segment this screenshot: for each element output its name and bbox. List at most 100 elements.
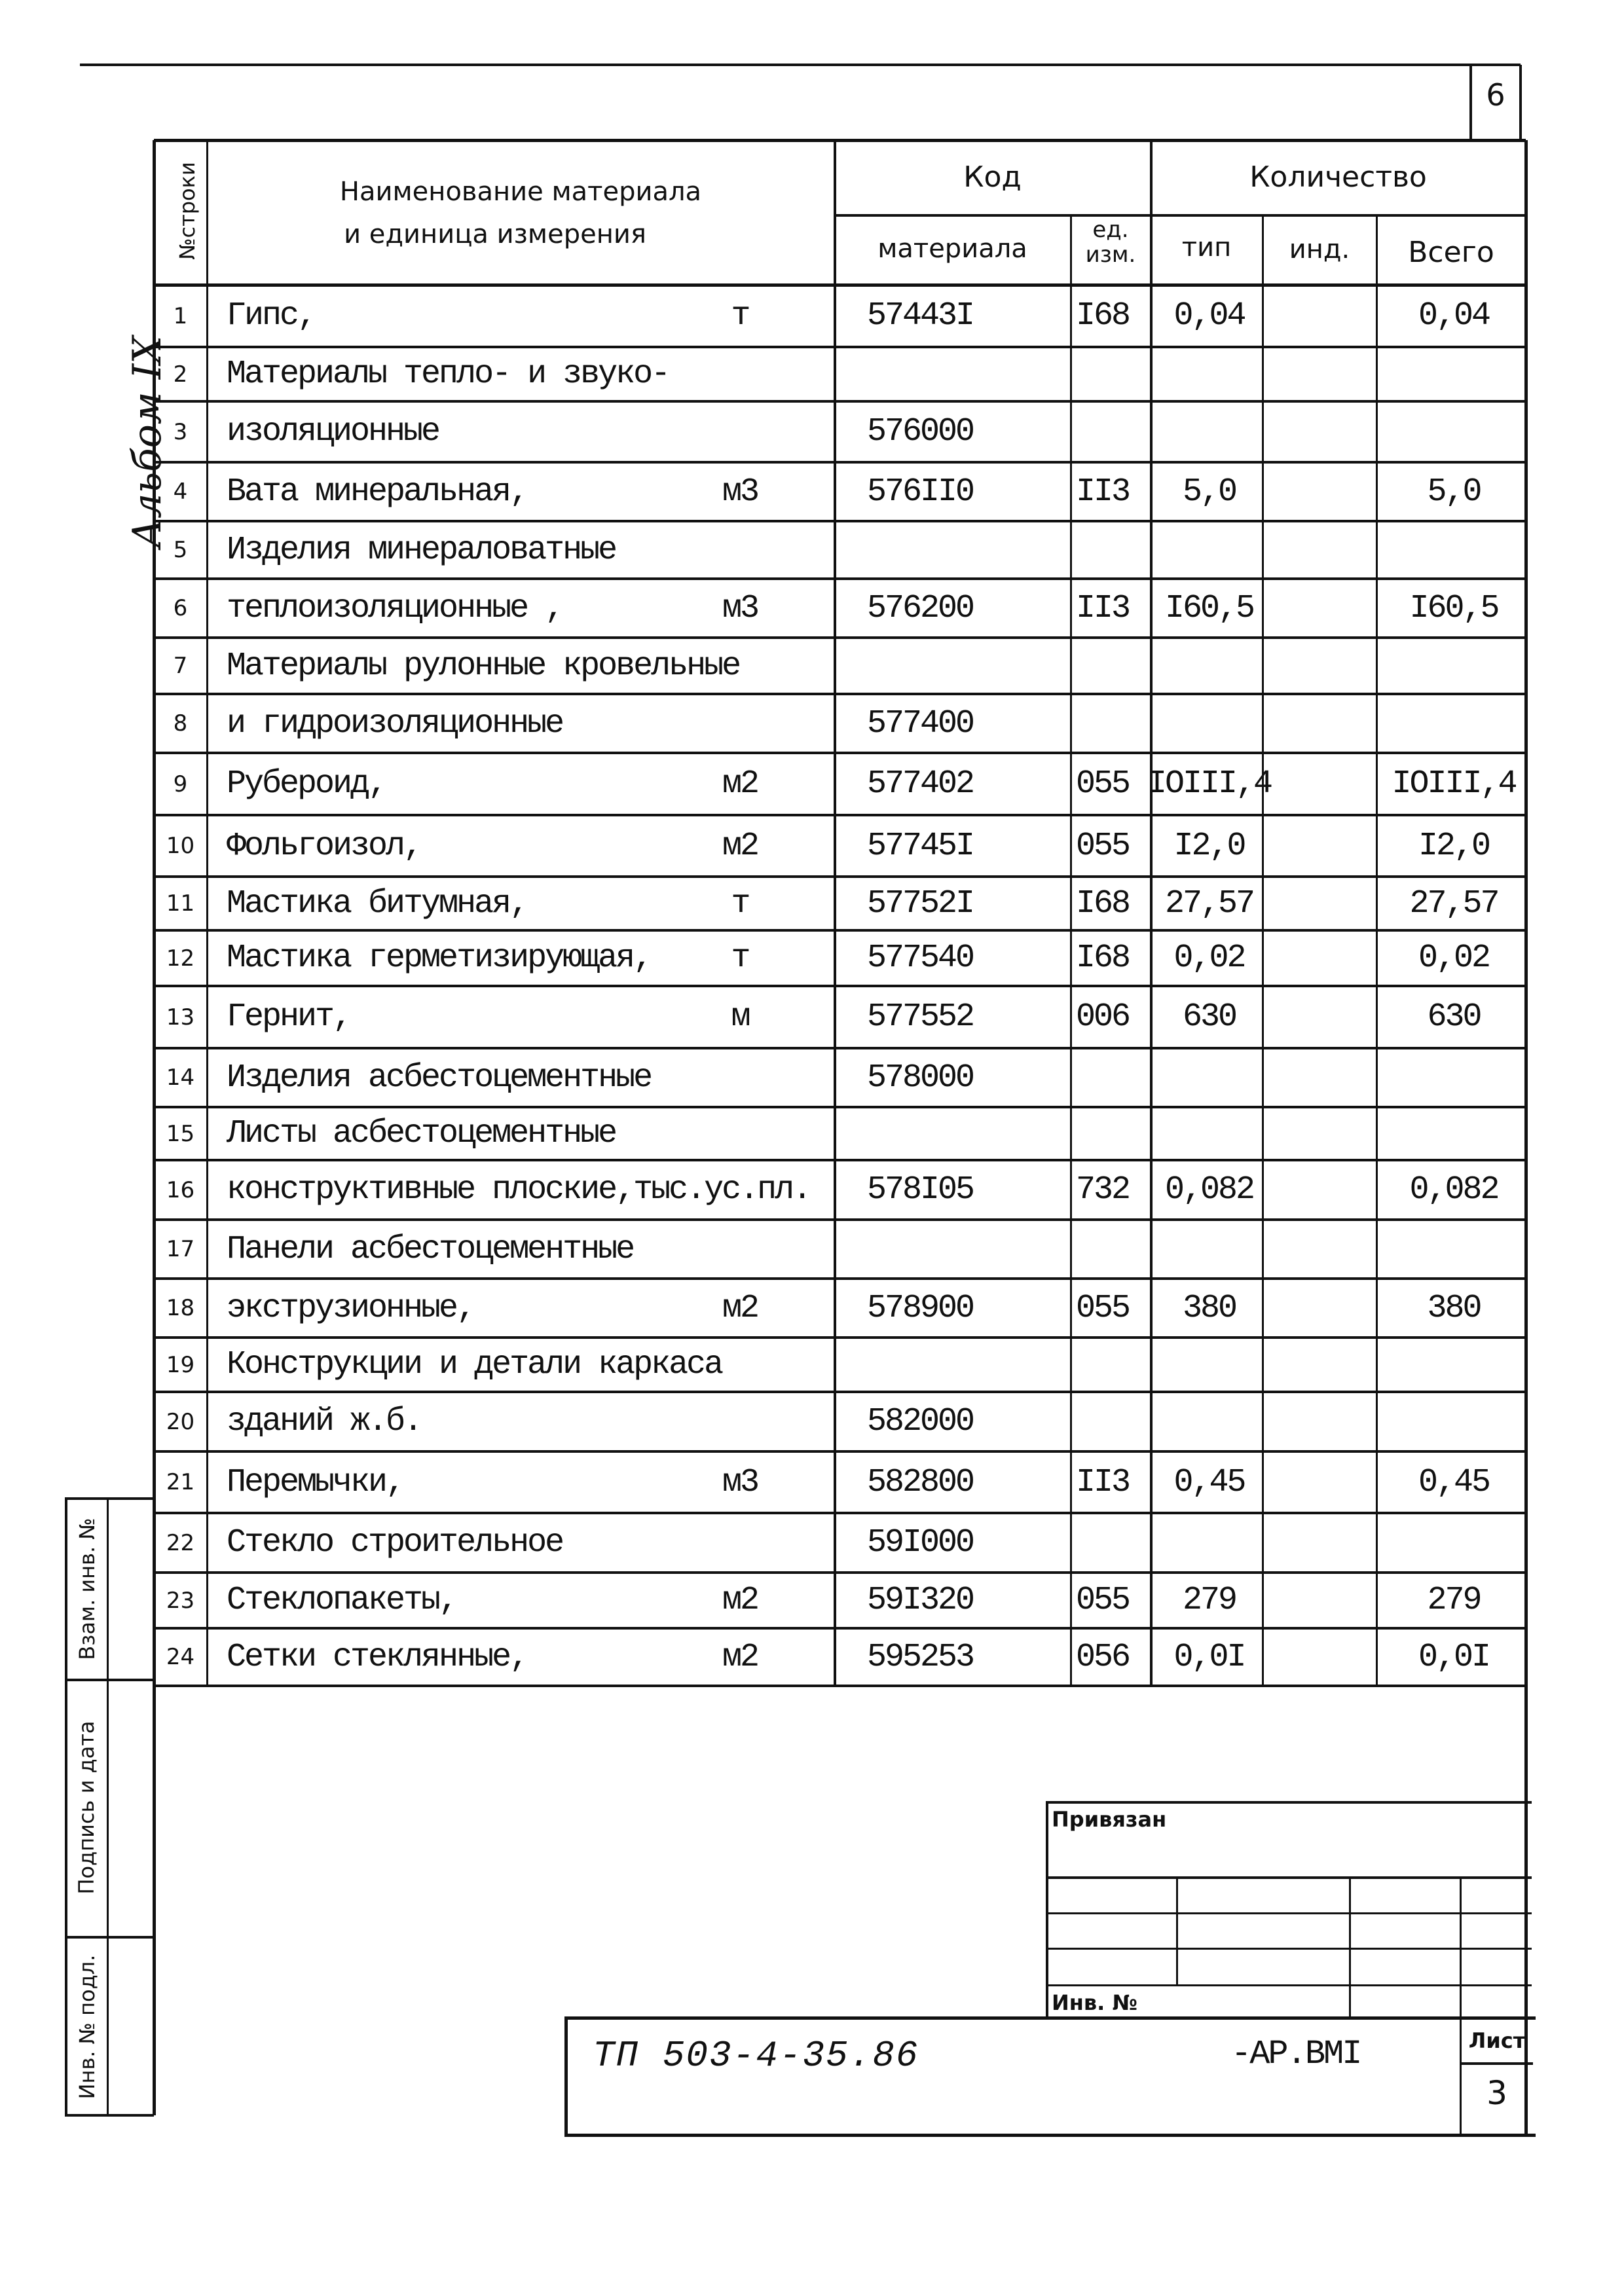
material-code-cell: 582800 — [867, 1463, 975, 1501]
unit-code-cell — [1071, 1048, 1151, 1107]
qty-type-cell: 27,57 — [1164, 884, 1255, 922]
material-name-cell: изоляционные — [227, 413, 441, 450]
material-code-cell: 576000 — [867, 413, 975, 450]
row-number-cell: 11 — [166, 890, 195, 917]
material-code-cell: 576II0 — [867, 473, 975, 511]
row-number-cell: 19 — [166, 1351, 195, 1378]
qty-type-cell: I2,0 — [1173, 827, 1246, 865]
header-qty-ind: инд. — [1289, 234, 1350, 264]
qty-type-cell — [1151, 638, 1263, 694]
qty-ind-cell — [1263, 694, 1376, 753]
qty-type-cell — [1151, 694, 1263, 753]
qty-ind-cell — [1263, 1573, 1376, 1628]
qty-total-cell — [1376, 347, 1526, 401]
material-name-cell: Перемычки, — [227, 1463, 405, 1501]
unit-of-measure: м3 — [722, 589, 760, 627]
row-line — [154, 400, 1526, 403]
row-line — [154, 1106, 1526, 1108]
unit-code-cell — [1071, 521, 1151, 579]
attached-col-line — [1349, 1878, 1351, 2018]
material-name-cell: Стеклопакеты, — [227, 1582, 458, 1619]
qty-ind-cell — [1263, 462, 1376, 521]
unit-code-cell: 056 — [1076, 1638, 1131, 1676]
row-line — [154, 1277, 1526, 1280]
qty-type-cell: 0,02 — [1173, 939, 1246, 977]
row-number-cell: 7 — [173, 653, 188, 679]
unit-code-cell — [1071, 694, 1151, 753]
row-line — [154, 1571, 1526, 1574]
qty-total-cell — [1376, 521, 1526, 579]
material-name-cell: Вата минеральная, — [227, 473, 529, 511]
qty-type-cell: 630 — [1182, 998, 1238, 1036]
row-line — [154, 985, 1526, 987]
qty-type-cell: 380 — [1182, 1289, 1238, 1327]
unit-code-cell — [1071, 347, 1151, 401]
qty-total-cell: 5,0 — [1427, 473, 1482, 511]
inv-original-label: Инв. № подл. — [75, 1954, 100, 2100]
row-number-cell: 3 — [173, 418, 188, 445]
row-number-cell: 4 — [173, 479, 188, 505]
qty-ind-cell — [1263, 986, 1376, 1048]
attached-box-top — [1047, 1801, 1532, 1804]
qty-ind-cell — [1263, 401, 1376, 462]
qty-ind-cell — [1263, 753, 1376, 815]
qty-type-cell — [1151, 1513, 1263, 1573]
document-code-text: ТП 503-4-35.86 — [593, 2035, 919, 2077]
sheet-box-divider — [1460, 2062, 1533, 2065]
material-name-cell: Фольгоизол, — [227, 827, 423, 865]
qty-ind-cell — [1263, 1048, 1376, 1107]
material-name-cell: теплоизоляционные , — [227, 589, 564, 627]
qty-total-cell: I2,0 — [1418, 827, 1491, 865]
row-line — [154, 693, 1526, 695]
qty-type-cell — [1151, 1220, 1263, 1279]
header-name-line1: Наименование материала — [339, 177, 702, 207]
qty-ind-cell — [1263, 1338, 1376, 1392]
material-code-cell: 578000 — [867, 1059, 975, 1097]
row-number-cell: 20 — [166, 1408, 195, 1435]
qty-type-cell: 0,0I — [1173, 1638, 1246, 1676]
side-stamp-sep2 — [65, 1936, 154, 1939]
qty-type-cell — [1151, 1107, 1263, 1160]
attached-row-line — [1047, 1948, 1532, 1950]
header-col-line — [1150, 140, 1153, 1686]
qty-total-cell: 279 — [1427, 1582, 1482, 1619]
row-number-cell: 5 — [173, 537, 188, 563]
material-code-cell: 59I000 — [867, 1524, 975, 1561]
attached-col-line — [1176, 1878, 1178, 1986]
unit-code-cell — [1071, 401, 1151, 462]
attached-col-line — [1460, 1878, 1462, 2136]
row-number-cell: 22 — [166, 1529, 195, 1556]
qty-type-cell: 0,04 — [1173, 297, 1246, 335]
qty-type-cell — [1151, 1338, 1263, 1392]
main-title-left — [564, 2016, 568, 2136]
unit-code-cell: I68 — [1076, 297, 1131, 335]
material-code-cell: 582000 — [867, 1403, 975, 1440]
row-line — [154, 814, 1526, 816]
qty-total-cell: IOIII,4 — [1392, 765, 1517, 803]
qty-total-cell: 630 — [1427, 998, 1482, 1036]
row-number-cell: 23 — [166, 1587, 195, 1614]
qty-total-cell — [1376, 1048, 1526, 1107]
material-code-cell — [834, 1220, 1071, 1279]
row-number-cell: 24 — [166, 1644, 195, 1670]
sheet-label: Лист — [1468, 2028, 1526, 2053]
unit-code-cell: 055 — [1076, 827, 1131, 865]
row-line — [154, 1512, 1526, 1514]
unit-of-measure: т — [731, 297, 750, 335]
side-stamp-divider — [107, 1499, 109, 2117]
row-number-cell: 17 — [166, 1236, 195, 1262]
main-title-top — [564, 2016, 1536, 2020]
sheet-number: 3 — [1486, 2074, 1507, 2112]
row-number-cell: 12 — [166, 945, 195, 972]
row-number-cell: 6 — [173, 595, 188, 621]
material-code-cell: 577552 — [867, 998, 975, 1036]
attached-label: Привязан — [1052, 1807, 1167, 1832]
unit-of-measure: м3 — [722, 1463, 760, 1501]
row-number-cell: 10 — [166, 833, 195, 859]
table-left-border — [153, 140, 156, 2115]
unit-code-cell: I68 — [1076, 939, 1131, 977]
side-stamp-left — [65, 1499, 67, 2117]
row-line — [154, 1450, 1526, 1453]
row-number-cell: 8 — [173, 710, 188, 737]
row-line — [154, 346, 1526, 348]
